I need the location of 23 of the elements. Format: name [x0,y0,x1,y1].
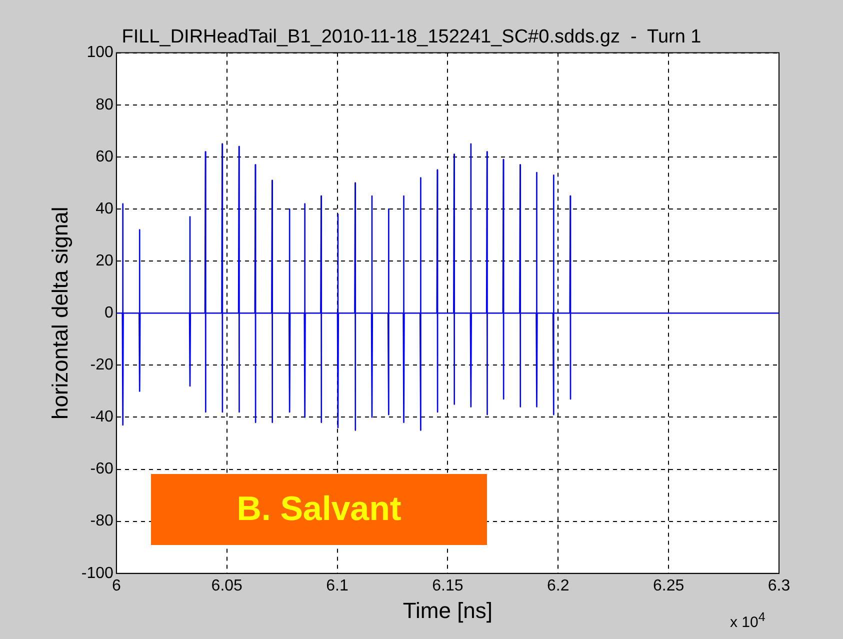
y-tick-label: -40 [90,408,114,426]
y-tick-label: 80 [96,96,114,114]
y-tick-label: -60 [90,460,114,478]
y-tick-label: -20 [90,356,114,374]
text: x 10$^{4}$ [730,610,766,631]
x-tick-label: 6.15 [432,577,464,594]
x-tick-label: 6.05 [211,577,243,594]
y-tick-label: -100 [81,564,114,582]
y-tick-label: 0 [104,304,114,322]
y-tick-label: 60 [96,148,114,166]
x-tick-label: 6.3 [768,577,790,594]
y-tick-label: -80 [90,512,114,530]
x-tick-label: 6.25 [653,577,684,594]
y-tick-label: 100 [86,44,114,62]
y-tick-label: 40 [96,200,114,218]
y-axis-title: horizontal delta signal [47,206,72,420]
x-tick-label: 6.1 [326,577,348,594]
chart-title: FILL_DIRHeadTail_B1_2010-11-18_152241_SC#0.sdds.gz - Turn 1 [122,26,702,48]
y-tick-label: 20 [96,252,114,270]
annotation: B. Salvant [236,490,402,529]
x-tick-label: 6.2 [547,577,570,594]
x-tick-label: 6 [112,577,121,594]
x-axis-title: Time [ns] [402,598,493,623]
